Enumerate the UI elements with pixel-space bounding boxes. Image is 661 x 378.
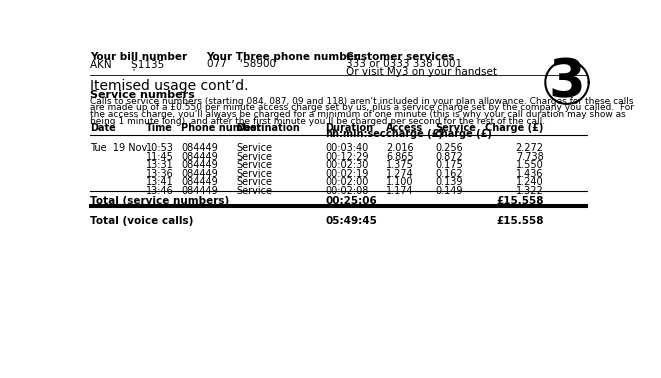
Text: Tue  19 Nov: Tue 19 Nov	[91, 143, 147, 153]
Text: 0.139: 0.139	[435, 177, 463, 187]
Text: 077    ‘58900: 077 ‘58900	[207, 59, 276, 69]
Text: the access charge, you’ll always be charged for a minimum of one minute (this is: the access charge, you’ll always be char…	[91, 110, 626, 119]
Text: 0.162: 0.162	[435, 169, 463, 178]
Text: Service: Service	[435, 123, 476, 133]
Text: 084449: 084449	[181, 160, 218, 170]
Text: Service: Service	[236, 186, 272, 195]
Text: 00:25:06: 00:25:06	[325, 196, 377, 206]
Text: Service: Service	[236, 177, 272, 187]
Text: Charge (£): Charge (£)	[485, 123, 544, 133]
Text: Date: Date	[91, 123, 116, 133]
Text: £15.558: £15.558	[496, 196, 544, 206]
Text: 13:41: 13:41	[146, 177, 174, 187]
Text: 0.872: 0.872	[435, 152, 463, 162]
Text: Calls to service numbers (starting 084, 087, 09 and 118) aren’t included in your: Calls to service numbers (starting 084, …	[91, 97, 634, 106]
Text: Service: Service	[236, 152, 272, 162]
Text: Service: Service	[236, 169, 272, 178]
Text: 11:45: 11:45	[146, 152, 174, 162]
Text: 6.865: 6.865	[387, 152, 414, 162]
Text: 00:02:08: 00:02:08	[325, 186, 369, 195]
Text: Phone number: Phone number	[181, 123, 261, 133]
Text: 1.274: 1.274	[387, 169, 414, 178]
Text: 7.738: 7.738	[516, 152, 544, 162]
Text: 00:02:19: 00:02:19	[325, 169, 369, 178]
Text: 05:49:45: 05:49:45	[325, 215, 377, 226]
Text: Service: Service	[236, 143, 272, 153]
Text: 333 or 0333 338 1001: 333 or 0333 338 1001	[346, 59, 462, 69]
Text: Time: Time	[146, 123, 173, 133]
Text: Total (service numbers): Total (service numbers)	[91, 196, 229, 206]
Text: AKN      Ș1135: AKN Ș1135	[91, 59, 165, 70]
Text: 1.322: 1.322	[516, 186, 544, 195]
Text: Your bill number: Your bill number	[91, 51, 188, 62]
Text: Itemised usage cont’d.: Itemised usage cont’d.	[91, 79, 249, 93]
Text: Or visit My3 on your handset: Or visit My3 on your handset	[346, 67, 497, 77]
Text: Service numbers: Service numbers	[91, 90, 195, 100]
Text: 1.550: 1.550	[516, 160, 544, 170]
Text: 1.100: 1.100	[387, 177, 414, 187]
Text: 1.375: 1.375	[387, 160, 414, 170]
Text: 084449: 084449	[181, 143, 218, 153]
Text: Access: Access	[387, 123, 424, 133]
Text: Duration: Duration	[325, 123, 373, 133]
Text: 00:02:00: 00:02:00	[325, 177, 369, 187]
Text: Your Three phone number: Your Three phone number	[207, 51, 360, 62]
Text: 00:03:40: 00:03:40	[325, 143, 368, 153]
Text: Destination: Destination	[236, 123, 300, 133]
Text: 084449: 084449	[181, 186, 218, 195]
Text: 13:31: 13:31	[146, 160, 174, 170]
Text: being 1 minute long), and after the first minute you’ll be charged per second fo: being 1 minute long), and after the firs…	[91, 116, 545, 125]
Text: Customer services: Customer services	[346, 51, 455, 62]
Text: 2.272: 2.272	[516, 143, 544, 153]
Text: 0.256: 0.256	[435, 143, 463, 153]
Text: are made up of a £0.550 per minute access charge set by us, plus a service charg: are made up of a £0.550 per minute acces…	[91, 104, 635, 113]
Text: 1.436: 1.436	[516, 169, 544, 178]
Text: 00:12:29: 00:12:29	[325, 152, 369, 162]
Text: 13:46: 13:46	[146, 186, 174, 195]
Text: 084449: 084449	[181, 177, 218, 187]
Text: 1.174: 1.174	[387, 186, 414, 195]
Text: 00:02:30: 00:02:30	[325, 160, 369, 170]
Text: hh:min:sec: hh:min:sec	[325, 129, 386, 139]
Text: 3: 3	[549, 56, 586, 108]
Text: 0.149: 0.149	[435, 186, 463, 195]
Text: charge (£): charge (£)	[435, 129, 492, 139]
Text: 2.016: 2.016	[387, 143, 414, 153]
Text: 0.175: 0.175	[435, 160, 463, 170]
Text: charge (£): charge (£)	[387, 129, 444, 139]
Text: 10:53: 10:53	[146, 143, 174, 153]
Text: 084449: 084449	[181, 152, 218, 162]
Text: 13:36: 13:36	[146, 169, 174, 178]
Text: 1.240: 1.240	[516, 177, 544, 187]
Text: £15.558: £15.558	[496, 215, 544, 226]
Text: 084449: 084449	[181, 169, 218, 178]
Text: Service: Service	[236, 160, 272, 170]
Text: Total (voice calls): Total (voice calls)	[91, 215, 194, 226]
